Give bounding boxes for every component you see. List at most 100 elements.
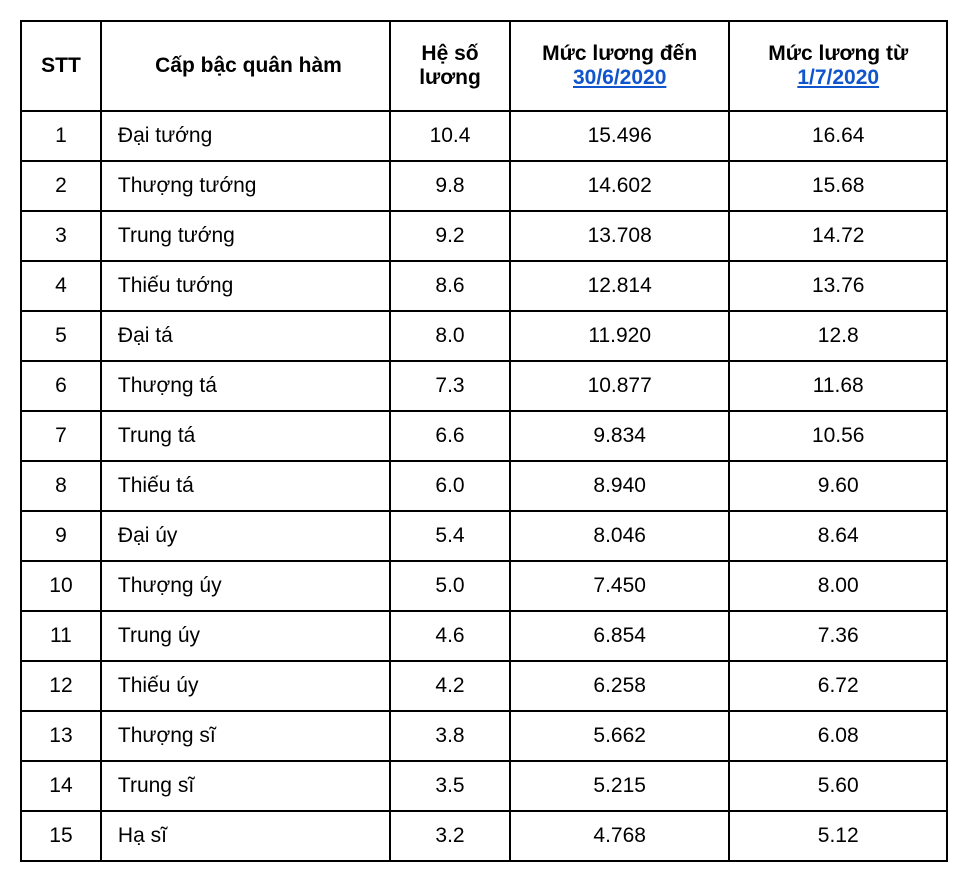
table-row: 12Thiếu úy4.26.2586.72 — [21, 661, 947, 711]
cell-stt: 2 — [21, 161, 101, 211]
cell-rank: Thượng tá — [101, 361, 390, 411]
table-header-row: STT Cấp bậc quân hàm Hệ số lương Mức lươ… — [21, 21, 947, 111]
table-row: 6Thượng tá7.310.87711.68 — [21, 361, 947, 411]
cell-salary-after: 9.60 — [729, 461, 947, 511]
header-coef-line1: Hệ số — [421, 42, 478, 65]
cell-coefficient: 3.2 — [390, 811, 510, 861]
cell-stt: 1 — [21, 111, 101, 161]
header-salary1-prefix: Mức lương đến — [542, 42, 697, 65]
cell-salary-after: 6.72 — [729, 661, 947, 711]
cell-rank: Thượng sĩ — [101, 711, 390, 761]
header-coef-line2: lương — [419, 66, 481, 89]
cell-salary-before: 9.834 — [510, 411, 730, 461]
cell-rank: Trung úy — [101, 611, 390, 661]
table-row: 7Trung tá6.69.83410.56 — [21, 411, 947, 461]
cell-salary-after: 15.68 — [729, 161, 947, 211]
cell-coefficient: 5.4 — [390, 511, 510, 561]
cell-salary-after: 8.00 — [729, 561, 947, 611]
cell-salary-before: 8.046 — [510, 511, 730, 561]
cell-coefficient: 6.6 — [390, 411, 510, 461]
date-link-before[interactable]: 30/6/2020 — [573, 66, 666, 89]
cell-stt: 12 — [21, 661, 101, 711]
cell-salary-before: 4.768 — [510, 811, 730, 861]
cell-salary-before: 7.450 — [510, 561, 730, 611]
cell-coefficient: 4.2 — [390, 661, 510, 711]
cell-stt: 4 — [21, 261, 101, 311]
cell-stt: 6 — [21, 361, 101, 411]
cell-rank: Thiếu tá — [101, 461, 390, 511]
cell-coefficient: 8.6 — [390, 261, 510, 311]
cell-salary-before: 13.708 — [510, 211, 730, 261]
cell-rank: Trung tá — [101, 411, 390, 461]
cell-salary-before: 14.602 — [510, 161, 730, 211]
cell-salary-after: 12.8 — [729, 311, 947, 361]
cell-stt: 3 — [21, 211, 101, 261]
cell-rank: Thượng úy — [101, 561, 390, 611]
cell-salary-before: 8.940 — [510, 461, 730, 511]
cell-stt: 5 — [21, 311, 101, 361]
cell-salary-after: 6.08 — [729, 711, 947, 761]
table-row: 9Đại úy5.48.0468.64 — [21, 511, 947, 561]
cell-rank: Hạ sĩ — [101, 811, 390, 861]
table-row: 11Trung úy4.66.8547.36 — [21, 611, 947, 661]
cell-salary-after: 5.12 — [729, 811, 947, 861]
cell-stt: 11 — [21, 611, 101, 661]
cell-rank: Thượng tướng — [101, 161, 390, 211]
cell-salary-after: 14.72 — [729, 211, 947, 261]
cell-coefficient: 9.2 — [390, 211, 510, 261]
cell-rank: Trung sĩ — [101, 761, 390, 811]
header-salary2-prefix: Mức lương từ — [768, 42, 908, 65]
cell-rank: Đại úy — [101, 511, 390, 561]
cell-coefficient: 7.3 — [390, 361, 510, 411]
cell-stt: 7 — [21, 411, 101, 461]
cell-salary-before: 5.662 — [510, 711, 730, 761]
cell-rank: Đại tá — [101, 311, 390, 361]
cell-stt: 10 — [21, 561, 101, 611]
cell-salary-before: 11.920 — [510, 311, 730, 361]
cell-stt: 14 — [21, 761, 101, 811]
cell-salary-before: 15.496 — [510, 111, 730, 161]
cell-rank: Thiếu úy — [101, 661, 390, 711]
table-row: 4Thiếu tướng8.612.81413.76 — [21, 261, 947, 311]
cell-salary-before: 10.877 — [510, 361, 730, 411]
cell-rank: Trung tướng — [101, 211, 390, 261]
header-rank: Cấp bậc quân hàm — [101, 21, 390, 111]
table-row: 14Trung sĩ3.55.2155.60 — [21, 761, 947, 811]
cell-salary-after: 11.68 — [729, 361, 947, 411]
header-coefficient: Hệ số lương — [390, 21, 510, 111]
cell-salary-after: 8.64 — [729, 511, 947, 561]
table-body: 1Đại tướng10.415.49616.642Thượng tướng9.… — [21, 111, 947, 861]
cell-rank: Thiếu tướng — [101, 261, 390, 311]
cell-rank: Đại tướng — [101, 111, 390, 161]
table-row: 13Thượng sĩ3.85.6626.08 — [21, 711, 947, 761]
header-salary-after: Mức lương từ 1/7/2020 — [729, 21, 947, 111]
header-stt: STT — [21, 21, 101, 111]
cell-stt: 9 — [21, 511, 101, 561]
cell-coefficient: 5.0 — [390, 561, 510, 611]
table-row: 10Thượng úy5.07.4508.00 — [21, 561, 947, 611]
cell-salary-after: 7.36 — [729, 611, 947, 661]
cell-salary-after: 10.56 — [729, 411, 947, 461]
cell-coefficient: 8.0 — [390, 311, 510, 361]
cell-salary-before: 12.814 — [510, 261, 730, 311]
cell-coefficient: 6.0 — [390, 461, 510, 511]
cell-salary-before: 6.854 — [510, 611, 730, 661]
cell-salary-after: 5.60 — [729, 761, 947, 811]
date-link-after[interactable]: 1/7/2020 — [797, 66, 879, 89]
cell-salary-before: 6.258 — [510, 661, 730, 711]
cell-salary-after: 16.64 — [729, 111, 947, 161]
cell-salary-before: 5.215 — [510, 761, 730, 811]
salary-table: STT Cấp bậc quân hàm Hệ số lương Mức lươ… — [20, 20, 948, 862]
cell-stt: 15 — [21, 811, 101, 861]
header-salary-before: Mức lương đến 30/6/2020 — [510, 21, 730, 111]
table-row: 15Hạ sĩ3.24.7685.12 — [21, 811, 947, 861]
table-row: 8Thiếu tá6.08.9409.60 — [21, 461, 947, 511]
cell-stt: 13 — [21, 711, 101, 761]
cell-coefficient: 9.8 — [390, 161, 510, 211]
cell-coefficient: 3.5 — [390, 761, 510, 811]
cell-coefficient: 3.8 — [390, 711, 510, 761]
cell-stt: 8 — [21, 461, 101, 511]
table-row: 2Thượng tướng9.814.60215.68 — [21, 161, 947, 211]
table-row: 1Đại tướng10.415.49616.64 — [21, 111, 947, 161]
cell-coefficient: 4.6 — [390, 611, 510, 661]
